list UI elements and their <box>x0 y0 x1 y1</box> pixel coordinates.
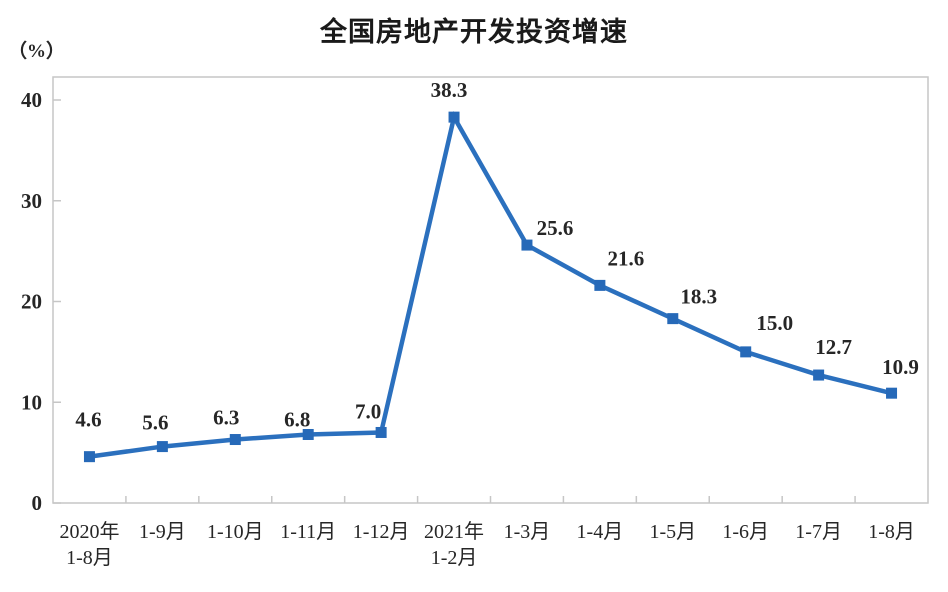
data-point-label: 6.8 <box>284 407 310 431</box>
data-point-label: 6.3 <box>213 406 239 430</box>
x-axis-label: 1-2月 <box>431 547 478 569</box>
data-point-marker <box>229 434 241 446</box>
y-tick-label: 20 <box>21 290 42 314</box>
x-axis-label: 1-10月 <box>207 521 264 543</box>
data-point-label: 15.0 <box>756 311 793 335</box>
x-axis-label: 1-7月 <box>795 521 842 543</box>
x-axis-label: 1-12月 <box>353 521 410 543</box>
data-point-marker <box>813 369 825 381</box>
chart-title: 全国房地产开发投资增速 <box>320 17 628 47</box>
y-axis-unit-label: （%） <box>8 41 66 62</box>
data-point-marker <box>375 426 387 438</box>
series-line <box>89 111 893 459</box>
y-tick-label: 40 <box>21 88 42 112</box>
data-point-marker <box>886 387 898 399</box>
data-point-label: 10.9 <box>882 355 919 379</box>
data-point-marker <box>83 451 95 463</box>
data-point-label: 25.6 <box>537 216 574 240</box>
data-point-marker <box>667 313 679 325</box>
x-axis-label: 1-6月 <box>722 521 769 543</box>
x-axis-label: 1-8月 <box>66 547 113 569</box>
data-point-label: 5.6 <box>142 411 168 435</box>
data-point-label: 12.7 <box>815 335 852 359</box>
data-point-marker <box>448 111 460 123</box>
data-point-marker <box>594 279 606 291</box>
plot-border <box>52 76 929 504</box>
x-axis-label: 2021年 <box>424 520 484 543</box>
x-axis-label: 1-11月 <box>280 521 336 543</box>
data-point-marker <box>302 428 314 440</box>
x-axis-label: 1-4月 <box>577 521 624 543</box>
y-tick-label: 30 <box>21 189 42 213</box>
data-point-marker <box>521 239 533 251</box>
y-tick-label: 10 <box>21 390 42 414</box>
x-axis-label: 1-8月 <box>868 521 915 543</box>
data-point-label: 4.6 <box>75 408 101 432</box>
y-tick-label: 0 <box>32 491 43 515</box>
x-axis-label: 1-9月 <box>139 521 186 543</box>
data-point-label: 18.3 <box>680 285 717 309</box>
x-axis-label: 1-3月 <box>504 521 551 543</box>
data-point-marker <box>740 346 752 358</box>
data-point-label: 21.6 <box>608 246 645 270</box>
data-point-label: 38.3 <box>431 78 468 102</box>
x-axis-label: 1-5月 <box>649 521 696 543</box>
x-axis-label: 2020年 <box>59 520 119 543</box>
data-point-label: 7.0 <box>355 399 381 423</box>
data-point-marker <box>156 441 168 453</box>
